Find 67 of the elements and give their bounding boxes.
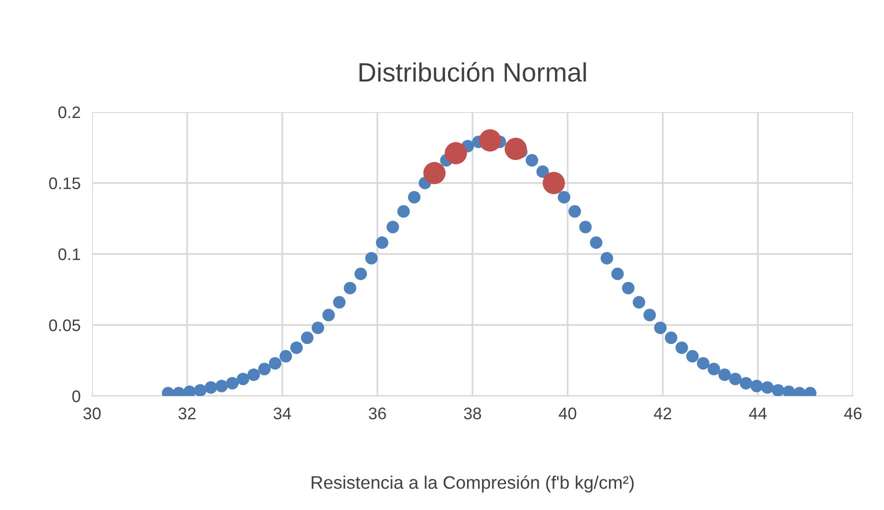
point [622, 282, 635, 294]
chart-title: Distribución Normal [360, 62, 586, 82]
y-tick-label: 0.2 [58, 106, 80, 118]
point [568, 205, 582, 218]
x-axis-title: Resistencia a la Compresión (f'b kg/cm²) [312, 475, 634, 492]
point [478, 129, 502, 152]
point [300, 332, 314, 344]
point [365, 252, 378, 265]
point [386, 220, 400, 234]
point [236, 372, 250, 386]
point [444, 142, 467, 164]
point [686, 350, 699, 362]
point [729, 372, 742, 386]
point [696, 357, 710, 370]
x-tick-label: 44 [748, 408, 767, 420]
point [280, 350, 292, 362]
point [408, 190, 420, 204]
point [676, 341, 688, 354]
point [782, 385, 796, 396]
x-tick-label: 34 [274, 408, 292, 420]
point [183, 385, 196, 396]
y-tick-label: 0.15 [49, 177, 80, 190]
point [750, 380, 763, 392]
point [643, 308, 656, 322]
x-tick-label: 38 [464, 408, 482, 420]
point [204, 381, 218, 394]
point [290, 341, 303, 354]
point [423, 162, 446, 184]
point [247, 368, 260, 381]
point [536, 165, 549, 178]
point [397, 205, 410, 218]
point [632, 296, 646, 309]
x-tick-label: 36 [368, 408, 386, 420]
point [590, 236, 602, 249]
point [376, 236, 388, 249]
point [268, 357, 282, 370]
point [664, 332, 678, 344]
y-tick-label: 0 [72, 390, 80, 402]
x-tick-label: 46 [844, 408, 862, 420]
point [708, 362, 720, 376]
point [740, 376, 752, 390]
x-tick-label: 40 [558, 408, 576, 420]
point [654, 322, 667, 334]
x-tick-label: 30 [83, 408, 101, 420]
point [526, 154, 538, 167]
point [579, 220, 592, 234]
point [333, 296, 346, 309]
point [226, 376, 239, 390]
point [215, 380, 228, 392]
y-tick-label: 0.1 [58, 248, 80, 260]
point [344, 282, 356, 294]
x-tick-label: 42 [654, 408, 672, 420]
point [761, 381, 774, 394]
point [312, 322, 324, 334]
point [772, 384, 784, 396]
point [611, 268, 624, 280]
point [354, 268, 367, 280]
point [600, 252, 614, 265]
point [194, 384, 206, 396]
point [258, 362, 271, 376]
point [542, 172, 565, 194]
point [322, 308, 335, 322]
point [718, 368, 731, 381]
x-tick-label: 32 [178, 408, 196, 420]
y-tick-label: 0.05 [49, 319, 80, 332]
point [504, 138, 527, 160]
point [558, 190, 570, 204]
